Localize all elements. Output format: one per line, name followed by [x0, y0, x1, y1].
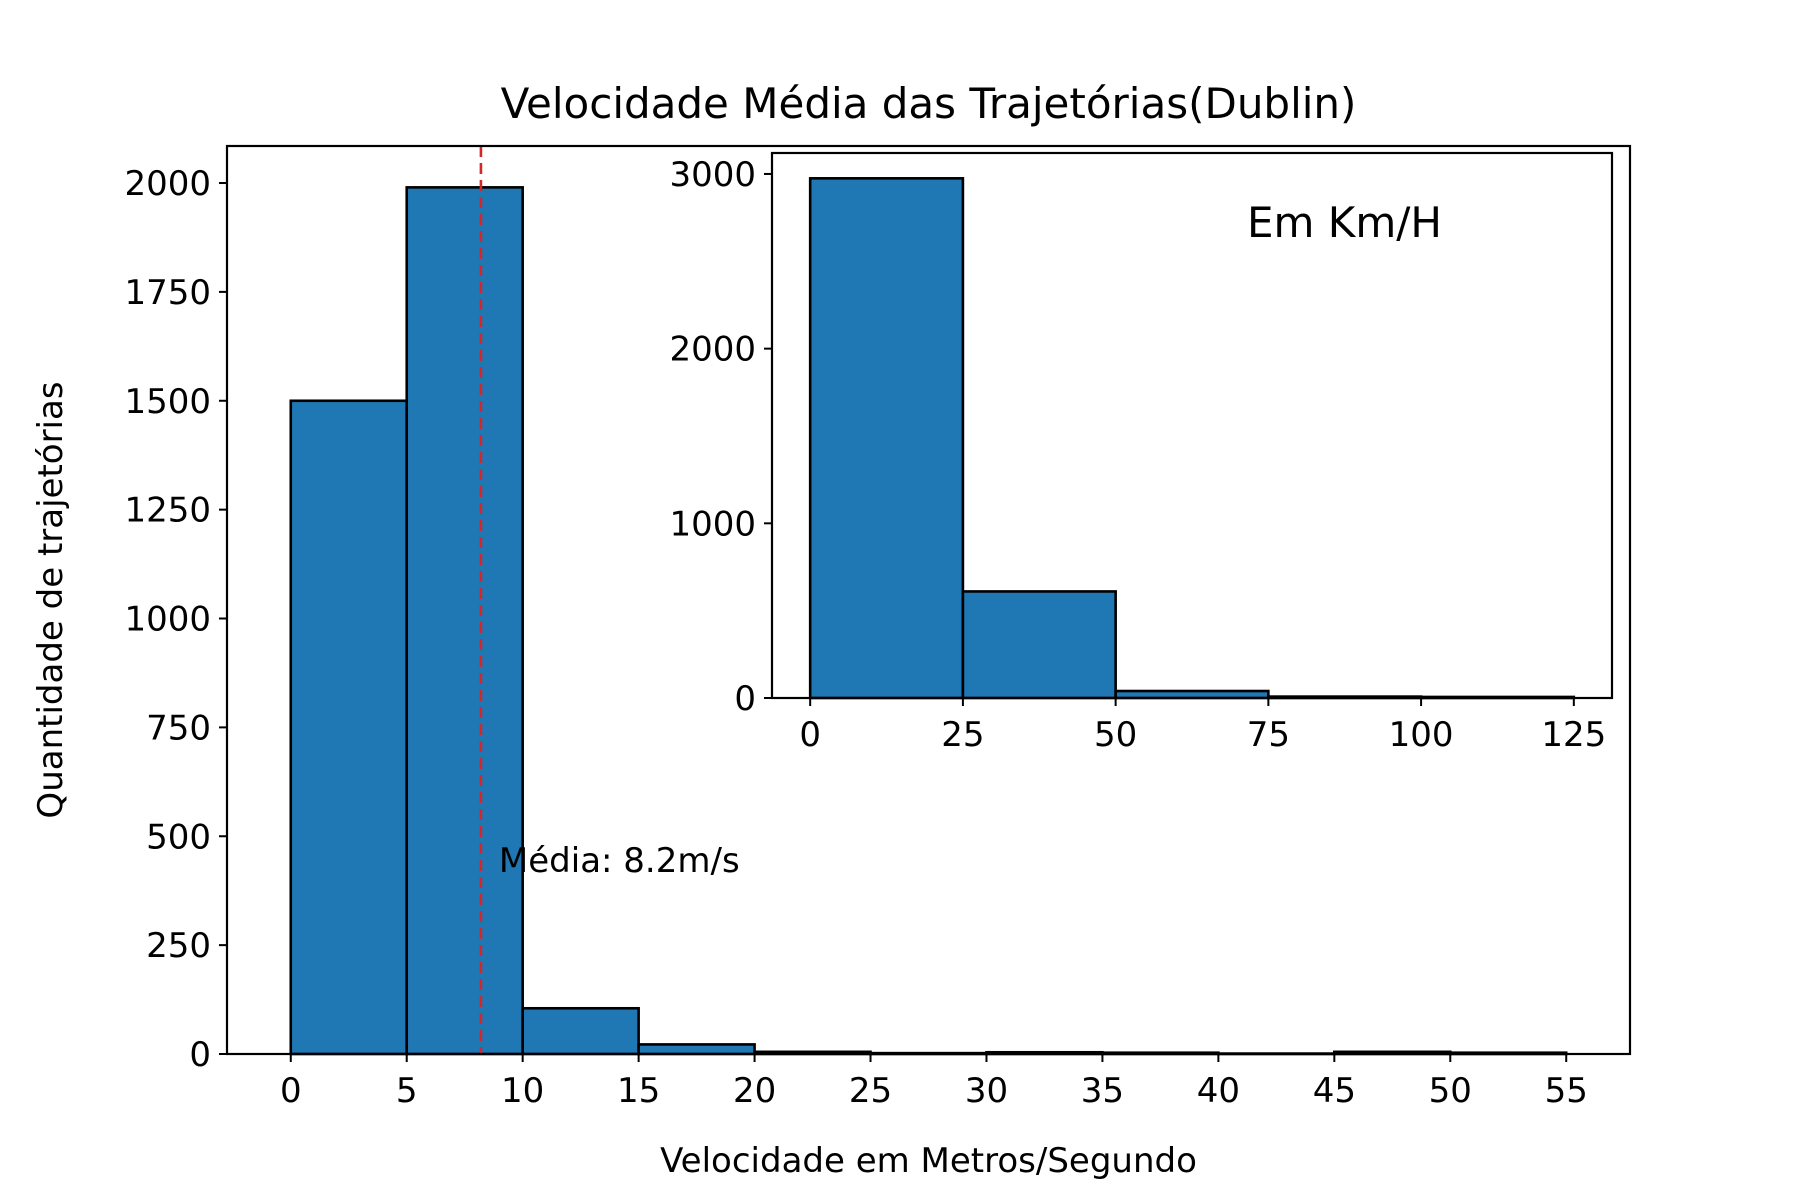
main-plot: 0 5 10 15 20 25 30 35 40 45 50 55 02505007501000125…: [124, 144, 1632, 1111]
main-x-tick-label: 45: [1313, 1071, 1356, 1111]
main-y-tick-label: 1500: [124, 382, 211, 422]
main-y-tick-label: 2000: [124, 164, 211, 204]
main-y-tick-label: 250: [146, 926, 211, 966]
inset-bars: [808, 177, 1576, 700]
main-bar-2: [521, 1006, 640, 1056]
inset-x-tick-label: 50: [1094, 715, 1137, 755]
main-x-ticks: 0 5 10 15 20 25 30 35 40 45 50 55: [280, 1054, 1588, 1111]
inset-x-tick-label: 25: [941, 715, 984, 755]
inset-axes-frame: [770, 151, 1614, 700]
main-x-tick-label: 30: [965, 1071, 1008, 1111]
inset-x-tick-label: 0: [799, 715, 821, 755]
inset-x-tick-label: 125: [1541, 715, 1606, 755]
main-x-tick-label: 20: [733, 1071, 776, 1111]
inset-bar-1: [961, 590, 1117, 700]
inset-unit-annotation: Em Km/H: [1247, 198, 1442, 247]
main-y-tick-label: 500: [146, 817, 211, 857]
main-axes-frame: [225, 144, 1632, 1056]
main-x-tick-label: 50: [1429, 1071, 1472, 1111]
chart-title: Velocidade Média das Trajetórias(Dublin): [501, 79, 1357, 128]
inset-y-tick-label: 1000: [669, 504, 756, 544]
main-y-ticks: 0 250 500 750 1000 1250 1500 1750 2000: [124, 164, 227, 1075]
main-y-tick-label: 750: [146, 708, 211, 748]
main-x-tick-label: 5: [396, 1071, 418, 1111]
main-x-tick-label: 25: [849, 1071, 892, 1111]
inset-y-ticks: 0 1000 2000 3000: [669, 155, 772, 719]
main-x-tick-label: 35: [1081, 1071, 1124, 1111]
y-axis-label: Quantidade de trajetórias: [31, 381, 71, 818]
inset-x-tick-label: 75: [1247, 715, 1290, 755]
main-x-tick-label: 0: [280, 1071, 302, 1111]
main-bar-3: [637, 1043, 756, 1056]
inset-y-tick-label: 2000: [669, 330, 756, 370]
main-y-tick-label: 1250: [124, 491, 211, 531]
main-x-tick-label: 55: [1545, 1071, 1588, 1111]
main-x-tick-label: 15: [617, 1071, 660, 1111]
main-bar-1: [405, 186, 524, 1056]
main-x-tick-label: 40: [1197, 1071, 1240, 1111]
x-axis-label: Velocidade em Metros/Segundo: [660, 1141, 1197, 1181]
main-x-tick-label: 10: [501, 1071, 544, 1111]
inset-plot: 0 25 50 75 100 125 0 1000 2000 3000 Em Km/H: [669, 151, 1614, 755]
inset-bar-0: [808, 177, 965, 700]
main-y-tick-label: 1750: [124, 273, 211, 313]
main-y-tick-label: 1000: [124, 600, 211, 640]
mean-label: Média: 8.2m/s: [499, 841, 740, 881]
inset-x-ticks: 0 25 50 75 100 125: [799, 698, 1606, 755]
inset-y-tick-label: 0: [734, 679, 756, 719]
inset-x-tick-label: 100: [1389, 715, 1454, 755]
main-bar-0: [289, 399, 409, 1056]
main-y-tick-label: 0: [189, 1035, 211, 1075]
inset-y-tick-label: 3000: [669, 155, 756, 195]
